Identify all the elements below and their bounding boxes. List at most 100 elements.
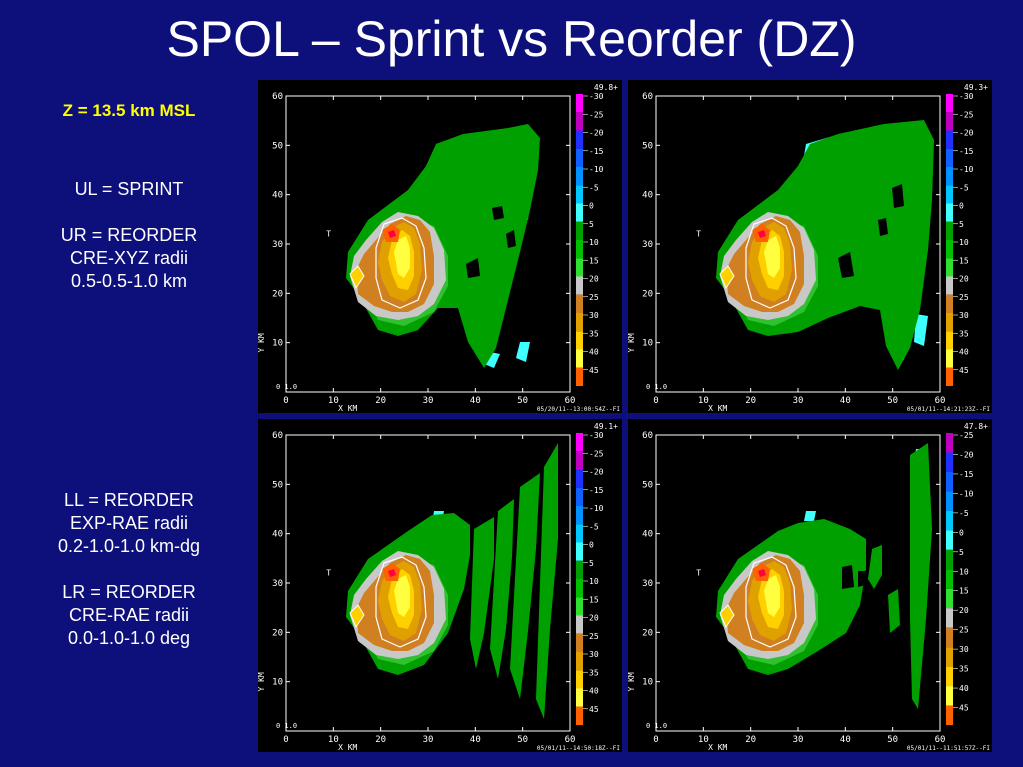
- scale-swatch: [576, 524, 583, 543]
- x-axis-label: X KM: [708, 404, 727, 413]
- x-tick-label: 40: [470, 735, 481, 745]
- scale-label: 25: [959, 626, 969, 635]
- x-tick-label: 40: [470, 396, 481, 406]
- storm-core: [349, 551, 446, 659]
- y-axis-label: Y KM: [258, 333, 266, 352]
- y-tick-label: 40: [642, 530, 653, 540]
- scale-label: -5: [959, 183, 969, 192]
- scale-label: 20: [589, 614, 599, 623]
- y-axis-label: Y KM: [258, 672, 266, 691]
- x-tick-label: 30: [793, 735, 804, 745]
- origin-label: 0 1.0: [276, 383, 297, 391]
- scale-max-label: 47.8+: [964, 422, 988, 431]
- x-axis-label: X KM: [338, 743, 357, 752]
- scale-swatch: [576, 130, 583, 149]
- reflectivity-field: [346, 443, 558, 719]
- scale-label: 45: [959, 704, 969, 713]
- scale-label: 40: [589, 348, 599, 357]
- x-tick-label: 10: [698, 735, 709, 745]
- y-tick-label: 50: [642, 480, 653, 490]
- scale-swatch: [576, 203, 583, 222]
- y-tick-label: 30: [642, 240, 653, 250]
- lower-note-line: CRE-RAE radii: [68, 605, 190, 625]
- radar-marker: T: [696, 230, 701, 239]
- scale-swatch: [576, 167, 583, 186]
- scale-label: 5: [589, 220, 594, 229]
- x-tick-label: 10: [328, 735, 339, 745]
- scale-label: -15: [589, 147, 604, 156]
- x-tick-label: 20: [745, 735, 756, 745]
- scale-label: 25: [589, 632, 599, 641]
- scale-label: -20: [589, 468, 604, 477]
- scale-label: 35: [589, 668, 599, 677]
- scale-swatch: [946, 433, 953, 453]
- x-tick-label: 30: [793, 396, 804, 406]
- y-tick-label: 20: [272, 628, 283, 638]
- y-tick-label: 20: [272, 289, 283, 299]
- y-tick-label: 30: [642, 579, 653, 589]
- scale-swatch: [576, 487, 583, 506]
- scale-label: -25: [959, 110, 974, 119]
- reflectivity-field: [716, 120, 934, 370]
- x-tick-label: 30: [423, 735, 434, 745]
- origin-label: 0 1.0: [646, 722, 667, 730]
- scale-label: -15: [589, 486, 604, 495]
- scale-swatch: [946, 627, 953, 648]
- scale-label: -20: [959, 129, 974, 138]
- scale-swatch: [946, 367, 953, 386]
- reflectivity-field: [716, 443, 932, 709]
- scale-label: 5: [959, 548, 964, 557]
- scale-swatch: [576, 670, 583, 689]
- upper-note-line: 0.5-0.5-1.0 km: [70, 271, 188, 291]
- y-axis-label: Y KM: [628, 333, 636, 352]
- radar-marker: T: [696, 569, 701, 578]
- scale-label: 45: [589, 705, 599, 714]
- scale-label: 45: [589, 366, 599, 375]
- scale-swatch: [576, 506, 583, 525]
- scale-label: -10: [589, 165, 604, 174]
- scale-label: 0: [589, 541, 594, 550]
- x-tick-label: 40: [840, 735, 851, 745]
- scale-label: 40: [589, 687, 599, 696]
- scale-label: -10: [589, 504, 604, 513]
- lower-note-line: 0.0-1.0-1.0 deg: [67, 628, 191, 648]
- scale-swatch: [946, 203, 953, 222]
- y-tick-label: 20: [642, 289, 653, 299]
- scale-swatch: [946, 705, 953, 725]
- scale-swatch: [576, 579, 583, 598]
- scale-swatch: [576, 615, 583, 634]
- scale-swatch: [946, 331, 953, 350]
- color-scale: 49.1+-30 -25 -20 -15 -10 -5 0 5 10 15 20 25 30 35 40 45: [576, 422, 618, 725]
- scale-label: 0: [959, 528, 964, 537]
- scale-max-label: 49.8+: [594, 83, 618, 92]
- scale-label: 30: [589, 311, 599, 320]
- x-tick-label: 30: [423, 396, 434, 406]
- y-tick-label: 50: [642, 141, 653, 151]
- scale-swatch: [946, 148, 953, 167]
- scale-label: -25: [959, 431, 974, 440]
- scale-swatch: [576, 221, 583, 240]
- scale-label: 30: [959, 645, 969, 654]
- scale-swatch: [946, 471, 953, 492]
- color-scale: 47.8+-25 -20 -15 -10 -5 0 5 10 15 20 25 30 35 40 45: [946, 422, 988, 725]
- scale-label: 35: [959, 329, 969, 338]
- scale-max-label: 49.3+: [964, 83, 988, 92]
- scale-swatch: [946, 167, 953, 186]
- scale-label: 10: [589, 238, 599, 247]
- y-tick-label: 10: [642, 678, 653, 688]
- timestamp-label: 05/01/11--14:50:18Z--FI: [537, 745, 620, 752]
- y-tick-label: 10: [272, 339, 283, 349]
- x-tick-label: 60: [565, 396, 576, 406]
- scale-label: -5: [959, 509, 969, 518]
- scale-swatch: [576, 331, 583, 350]
- scale-label: 30: [589, 650, 599, 659]
- storm-core: [719, 212, 816, 320]
